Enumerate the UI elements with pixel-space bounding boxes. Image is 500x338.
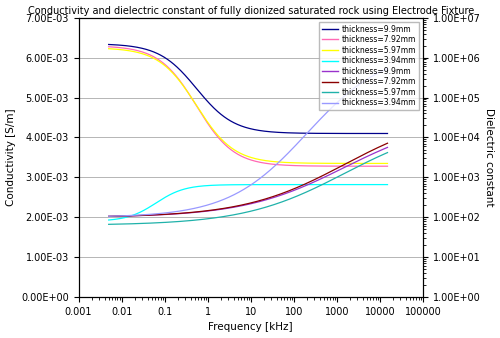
Legend: thickness=9.9mm, thickness=7.92mm, thickness=5.97mm, thickness=3.94mm, thickness: thickness=9.9mm, thickness=7.92mm, thick… [320, 22, 419, 110]
Title: Conductivity and dielectric constant of fully dionized saturated rock using Elec: Conductivity and dielectric constant of … [28, 5, 474, 16]
Y-axis label: Conductivity [S/m]: Conductivity [S/m] [6, 108, 16, 206]
X-axis label: Frequency [kHz]: Frequency [kHz] [208, 322, 293, 333]
Y-axis label: Dielectric constant: Dielectric constant [484, 108, 494, 207]
